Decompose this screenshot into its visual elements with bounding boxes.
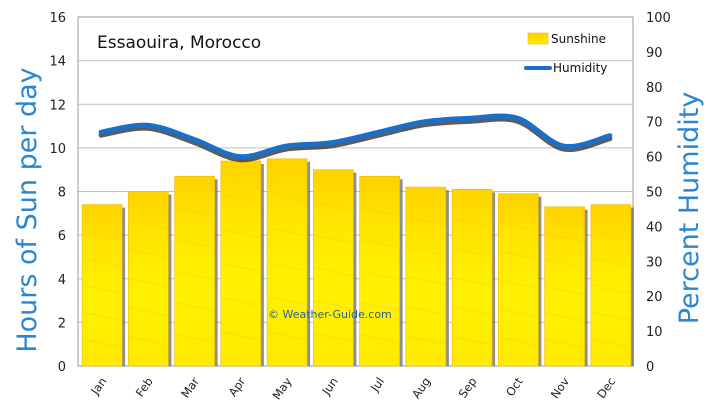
right-tick-label: 70 [646,116,663,131]
month-tick-labels: Jan Feb Mar Apr May Jun Jul Aug Sep Oct Nov Dec [87,374,618,402]
sunshine-bar-apr [220,160,264,367]
right-tick-label: 30 [646,255,663,270]
right-tick-label: 50 [646,186,663,201]
right-axis-title: Percent Humidity [674,92,705,325]
sunshine-bar-dec [590,204,634,367]
left-tick-label: 0 [58,360,66,375]
left-tick-label: 10 [49,142,66,157]
legend-sunshine-label: Sunshine [551,32,606,46]
humidity-point-oct [516,117,518,119]
sunshine-bar-jun [313,169,357,367]
humidity-point-dec [609,135,611,137]
month-label-jan: Jan [87,375,109,398]
legend-sunshine-swatch [527,32,549,45]
month-label-apr: Apr [225,374,248,399]
sunshine-bar-jan [81,204,126,367]
month-label-sep: Sep [456,375,480,401]
humidity-point-jul [378,131,380,133]
right-tick-label: 20 [646,290,663,305]
humidity-point-sep [470,117,472,119]
left-tick-label: 2 [58,316,66,331]
left-tick-label: 8 [58,186,66,201]
right-tick-label: 90 [646,46,663,61]
sunshine-bar-sep [451,189,496,367]
humidity-point-nov [563,145,565,147]
humidity-point-jan [100,131,102,133]
sunshine-bars [81,158,634,367]
humidity-point-apr [239,156,241,158]
chart-title: Essaouira, Morocco [97,33,261,53]
left-tick-label: 12 [49,98,66,113]
sunshine-bar-feb [128,191,172,367]
sunshine-bar-oct [498,193,542,367]
month-label-feb: Feb [133,375,156,400]
right-tick-label: 100 [646,11,671,26]
left-tick-label: 6 [58,229,66,244]
right-tick-label: 40 [646,220,663,235]
left-axis-title: Hours of Sun per day [12,67,43,352]
sunshine-bar-jul [359,175,403,367]
watermark: © Weather-Guide.com [268,308,392,321]
humidity-point-jun [331,142,333,144]
humidity-point-mar [193,138,195,140]
humidity-line-layer [98,113,613,163]
month-label-aug: Aug [409,375,433,401]
month-label-mar: Mar [178,374,202,400]
right-tick-label: 80 [646,81,663,96]
right-tick-label: 10 [646,325,663,340]
month-label-jul: Jul [367,375,387,395]
legend-humidity-label: Humidity [553,61,607,75]
month-label-nov: Nov [548,375,572,402]
sunshine-bar-may [266,158,311,367]
right-tick-label: 0 [646,360,654,375]
right-tick-labels: 0 10 20 30 40 50 60 70 80 90 100 [646,11,671,375]
humidity-point-aug [424,121,426,123]
humidity-point-may [285,145,287,147]
sunshine-bar-nov [544,206,588,367]
humidity-line-shadow [98,116,613,163]
right-tick-label: 60 [646,151,663,166]
left-tick-label: 16 [49,11,66,26]
humidity-point-feb [146,124,148,126]
month-label-dec: Dec [594,375,618,401]
month-label-jun: Jun [318,375,340,399]
month-label-oct: Oct [503,374,526,399]
month-label-may: May [269,375,294,403]
legend: Sunshine Humidity [524,32,607,75]
left-tick-label: 14 [49,55,66,70]
humidity-line [98,113,613,160]
left-tick-labels: 0 2 4 6 8 10 12 14 16 [49,11,66,375]
left-tick-label: 4 [58,273,66,288]
sunshine-bar-aug [405,186,449,367]
sunshine-bar-mar [174,175,218,367]
